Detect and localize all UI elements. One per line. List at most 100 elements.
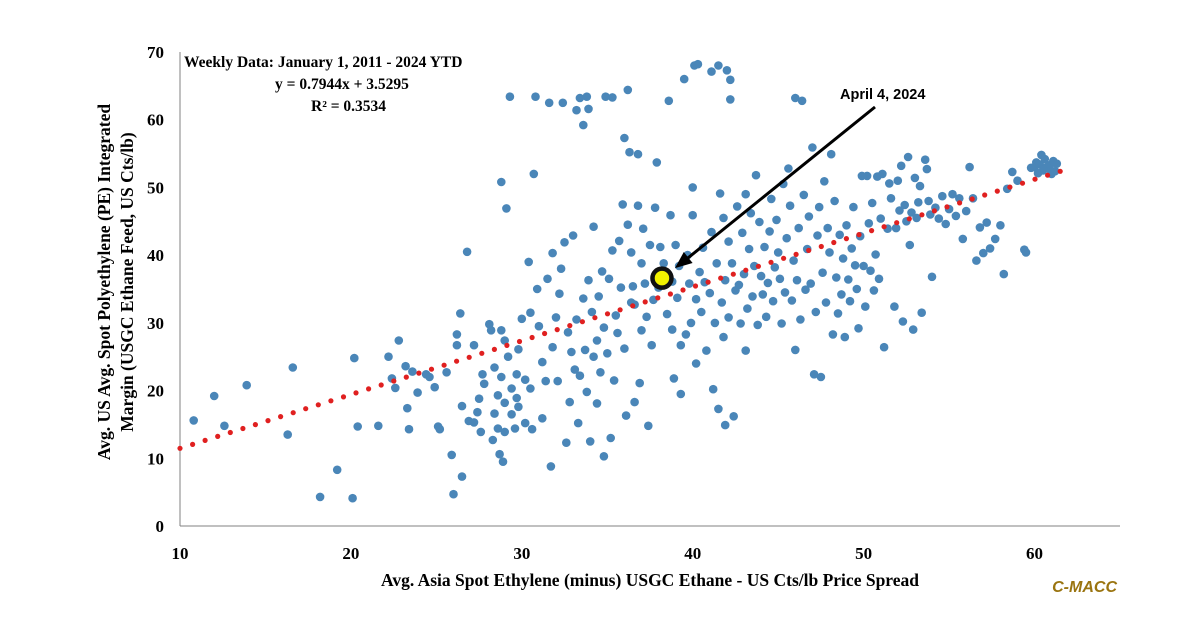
data-point — [726, 75, 735, 85]
y-tick-label: 70 — [147, 43, 164, 62]
trendline-dot — [831, 239, 837, 246]
data-point — [751, 170, 761, 180]
data-point — [572, 105, 581, 115]
data-point — [546, 462, 556, 471]
data-point — [832, 273, 841, 282]
data-point — [497, 177, 506, 187]
data-point — [563, 328, 573, 337]
trendline-dot — [793, 251, 799, 257]
data-point — [996, 221, 1005, 230]
data-point — [825, 248, 834, 257]
data-point — [768, 296, 778, 306]
data-point — [452, 330, 462, 339]
trendline-dot — [504, 342, 510, 348]
data-point — [679, 74, 689, 84]
data-point — [589, 222, 598, 231]
trendline-dot — [353, 390, 359, 396]
data-point — [507, 384, 516, 393]
data-point — [688, 210, 697, 220]
data-point — [840, 332, 850, 342]
data-point — [895, 206, 904, 215]
data-point — [599, 323, 609, 332]
data-point — [650, 203, 660, 212]
data-point — [579, 120, 588, 130]
data-point — [961, 206, 971, 216]
data-point — [979, 248, 988, 258]
y-axis-title-line-2: Margin (USGC Ethane Feed, US Cts/lb) — [117, 132, 137, 432]
data-point — [644, 421, 653, 431]
trendline-dot — [919, 212, 925, 218]
data-point — [975, 223, 985, 232]
data-point — [479, 379, 489, 389]
data-point — [1050, 166, 1060, 176]
data-point — [780, 288, 790, 297]
trendline-dot — [391, 378, 397, 384]
data-point — [720, 420, 730, 430]
data-point — [854, 324, 863, 333]
data-point — [575, 371, 585, 381]
data-point — [384, 352, 393, 362]
data-point — [847, 244, 856, 253]
data-point — [568, 231, 578, 240]
trendline-dot — [441, 362, 447, 368]
data-point — [585, 437, 595, 446]
data-point — [738, 228, 747, 238]
data-point — [579, 294, 588, 303]
data-point — [784, 164, 793, 173]
data-point — [910, 173, 920, 183]
axes — [179, 52, 1120, 527]
data-point — [801, 285, 810, 295]
data-point — [717, 298, 727, 307]
data-point — [908, 325, 918, 334]
data-point — [662, 309, 672, 319]
data-point — [430, 382, 440, 392]
data-point — [669, 374, 679, 383]
data-point — [543, 274, 552, 284]
data-point — [526, 384, 535, 393]
trendline-dot — [718, 275, 724, 281]
data-point — [686, 318, 696, 328]
data-point — [691, 294, 701, 304]
data-point — [869, 286, 879, 295]
data-point — [811, 307, 821, 317]
data-point — [770, 263, 780, 272]
data-point — [520, 375, 530, 385]
data-point — [927, 272, 937, 282]
data-point — [796, 315, 805, 324]
data-point — [837, 290, 846, 299]
data-point — [447, 450, 457, 460]
trendline-dot — [881, 224, 887, 230]
x-tick-label: 60 — [1026, 544, 1043, 563]
data-point — [473, 407, 482, 417]
data-point — [785, 201, 795, 210]
trendline-dot — [466, 354, 472, 360]
data-point — [835, 230, 844, 240]
data-point — [529, 169, 539, 179]
y-tick-label: 0 — [156, 517, 165, 536]
trendline-dot — [554, 327, 560, 333]
data-point — [556, 264, 566, 274]
data-point — [601, 92, 610, 101]
x-tick-label: 40 — [684, 544, 701, 563]
data-point — [608, 246, 617, 255]
data-point — [905, 240, 915, 250]
data-point — [500, 427, 510, 437]
data-point — [582, 387, 592, 397]
y-tick-label: 40 — [147, 246, 164, 265]
data-point — [603, 349, 612, 358]
data-point — [220, 421, 229, 431]
trendline-dot — [592, 315, 598, 321]
data-point — [736, 319, 745, 328]
data-point — [724, 313, 733, 322]
data-point — [476, 427, 486, 437]
trendline-dot — [994, 188, 1000, 194]
y-tick-label: 30 — [147, 314, 164, 333]
data-point — [1052, 159, 1062, 168]
data-point — [596, 368, 605, 377]
data-point — [488, 435, 498, 445]
brand-logo-text: C-MACC — [1052, 579, 1117, 596]
data-point — [189, 416, 198, 425]
trendline-dot — [604, 311, 611, 317]
data-point — [457, 401, 467, 411]
data-point — [353, 422, 363, 431]
